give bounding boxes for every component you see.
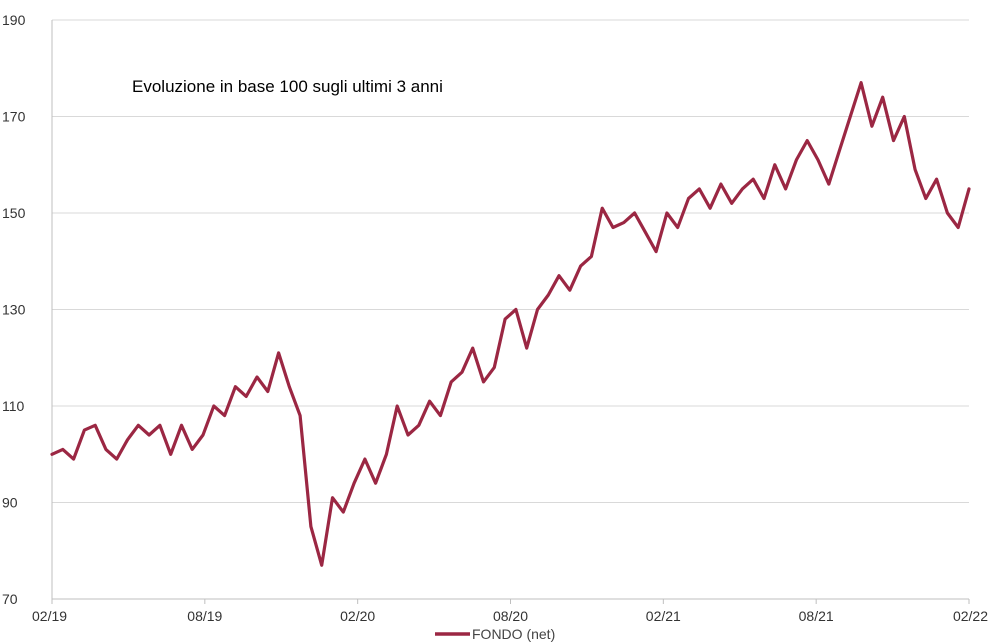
axes <box>51 20 970 604</box>
chart-title: Evoluzione in base 100 sugli ultimi 3 an… <box>132 77 443 96</box>
y-tick-labels: 70 90 110 130 150 170 190 <box>2 12 26 607</box>
gridlines <box>52 19 969 503</box>
x-tick-label: 08/19 <box>187 608 222 624</box>
y-tick-label: 130 <box>2 302 26 318</box>
x-tick-label: 02/19 <box>32 608 67 624</box>
x-tick-label: 08/21 <box>799 608 834 624</box>
legend: FONDO (net) <box>435 626 555 642</box>
y-tick-label: 150 <box>2 205 26 221</box>
x-tick-label: 02/22 <box>953 608 988 624</box>
x-tick-label: 02/21 <box>646 608 681 624</box>
y-tick-label: 70 <box>2 591 18 607</box>
series-lines <box>50 81 971 567</box>
y-tick-label: 170 <box>2 109 26 125</box>
y-tick-label: 190 <box>2 12 26 28</box>
x-tick-label: 02/20 <box>340 608 375 624</box>
x-tick-label: 08/20 <box>493 608 528 624</box>
y-tick-label: 110 <box>2 398 25 414</box>
legend-label: FONDO (net) <box>472 626 555 642</box>
series-line-fondo-net <box>50 81 971 567</box>
x-tick-labels: 02/19 08/19 02/20 08/20 02/21 08/21 02/22 <box>32 608 988 624</box>
y-tick-label: 90 <box>2 495 18 511</box>
